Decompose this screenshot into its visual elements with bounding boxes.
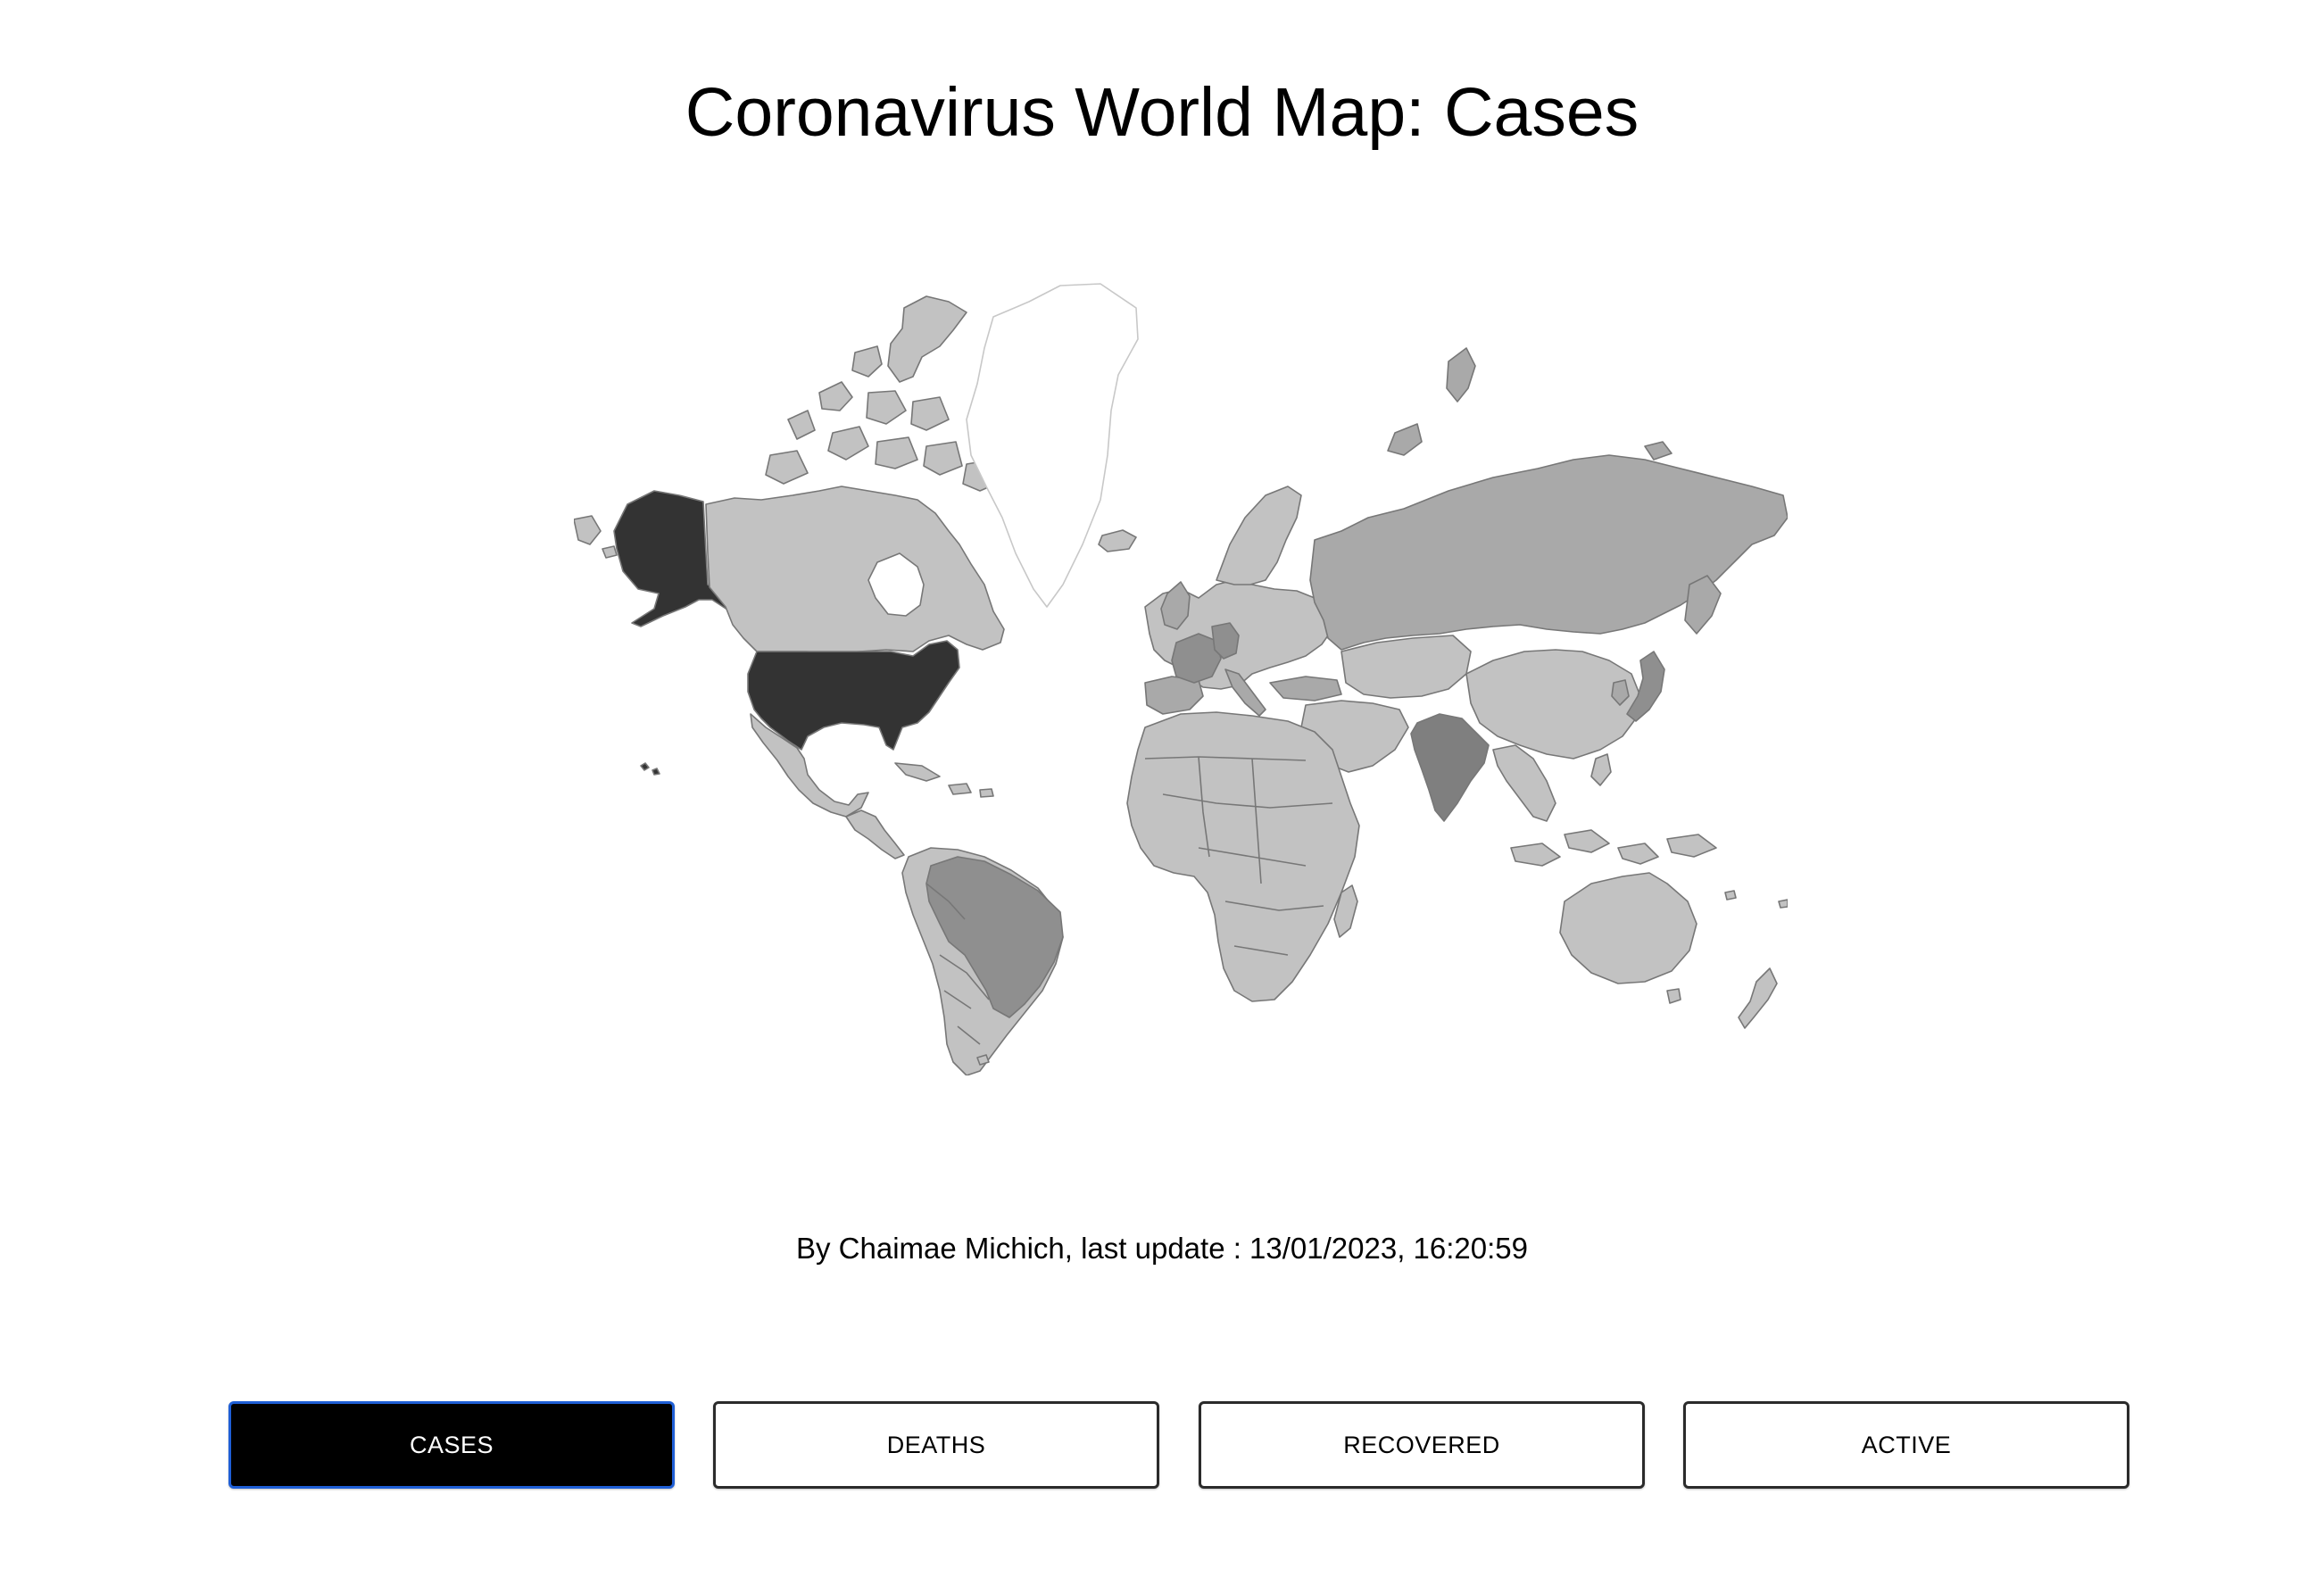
active-button[interactable]: ACTIVE — [1683, 1401, 2129, 1489]
country-italy[interactable] — [1224, 668, 1266, 717]
hudson-bay — [867, 552, 925, 617]
country-falklands[interactable] — [976, 1054, 990, 1066]
page-title: Coronavirus World Map: Cases — [685, 74, 1639, 151]
country-russia[interactable] — [1309, 454, 1788, 651]
country-indonesia[interactable] — [1510, 829, 1717, 867]
country-madagascar[interactable] — [1333, 884, 1358, 938]
country-se-asia[interactable] — [1492, 744, 1556, 822]
country-japan[interactable] — [1626, 651, 1665, 722]
country-canada-islands[interactable] — [765, 295, 1001, 492]
country-borders-africa — [1144, 756, 1333, 956]
country-mexico[interactable] — [750, 713, 869, 818]
credit-text: By Chaimae Michich, last update : 13/01/… — [795, 1232, 1529, 1265]
country-russia-east[interactable] — [1684, 575, 1722, 635]
country-france[interactable] — [1171, 633, 1222, 684]
country-australia[interactable] — [1559, 872, 1697, 984]
country-canada[interactable] — [705, 486, 1005, 654]
world-map — [574, 277, 1788, 1075]
country-india[interactable] — [1410, 713, 1490, 822]
country-scandinavia[interactable] — [1216, 486, 1302, 585]
country-philippines[interactable] — [1590, 753, 1612, 786]
country-germany[interactable] — [1211, 622, 1240, 660]
country-pacific-islands[interactable] — [1724, 890, 1788, 909]
country-usa[interactable] — [747, 640, 960, 751]
recovered-button[interactable]: RECOVERED — [1199, 1401, 1645, 1489]
country-central-america[interactable] — [845, 809, 905, 859]
country-turkey[interactable] — [1269, 676, 1342, 701]
country-usa-aleutians[interactable] — [574, 515, 618, 559]
country-new-zealand[interactable] — [1738, 967, 1778, 1029]
country-greenland[interactable] — [966, 283, 1139, 608]
metric-button-row: CASES DEATHS RECOVERED ACTIVE — [228, 1401, 2133, 1490]
country-usa-alaska[interactable] — [613, 490, 740, 627]
country-china[interactable] — [1465, 649, 1641, 760]
country-usa-hawaii[interactable] — [640, 762, 660, 776]
country-borders-sa — [925, 883, 990, 1045]
cases-button[interactable]: CASES — [228, 1401, 675, 1489]
country-central-asia[interactable] — [1340, 635, 1472, 699]
country-australia-tasmania[interactable] — [1666, 988, 1681, 1004]
country-brazil[interactable] — [925, 856, 1064, 1018]
deaths-button[interactable]: DEATHS — [713, 1401, 1159, 1489]
country-cuba[interactable] — [894, 762, 994, 798]
country-iceland[interactable] — [1098, 529, 1137, 552]
country-korea[interactable] — [1611, 679, 1630, 706]
world-map-svg — [574, 283, 1788, 1075]
country-africa[interactable] — [1126, 711, 1360, 1002]
credit-line: By Chaimae Michich, last update : 13/01/… — [0, 1230, 2324, 1267]
country-uk[interactable] — [1160, 581, 1191, 630]
country-russia-islands[interactable] — [1387, 347, 1672, 461]
